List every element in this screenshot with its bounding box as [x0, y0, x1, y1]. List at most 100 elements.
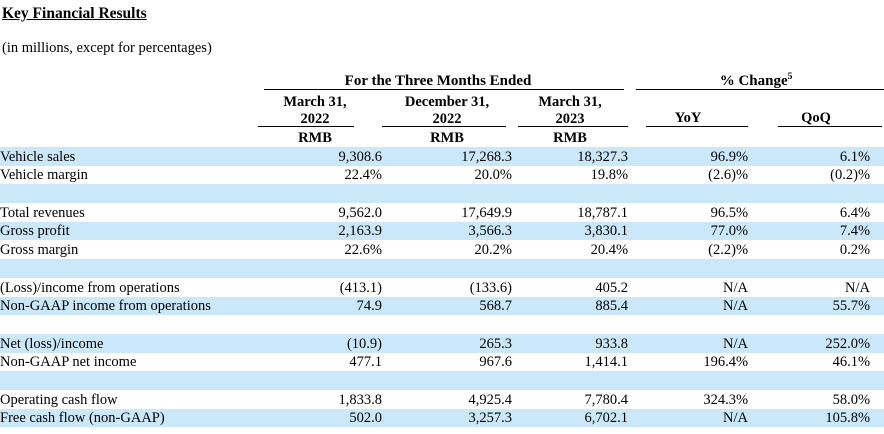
cell-value — [382, 184, 512, 203]
header-rule — [382, 126, 506, 127]
qoq-label: QoQ — [801, 110, 831, 126]
units-note: (in millions, except for percentages) — [2, 40, 212, 56]
currency-label-cell: RMB — [430, 130, 464, 146]
table-row: Net (loss)/income (10.9) 265.3 933.8 N/A 252.… — [0, 333, 884, 353]
currency-label-cell: RMB — [553, 130, 587, 146]
empty-header-cell — [0, 90, 248, 127]
empty-corner-cell — [0, 72, 248, 90]
three-months-ended-header: For the Three Months Ended — [248, 72, 628, 90]
cell-value: 18,327.3 — [577, 148, 629, 165]
cell-value: 1,833.8 — [338, 391, 383, 408]
cell-value: 22.4% — [344, 167, 382, 184]
yoy-label: YoY — [674, 110, 702, 126]
cell-value: 77.0% — [710, 223, 749, 240]
table-row: Operating cash flow 1,833.8 4,925.4 7,780.4… — [0, 390, 884, 409]
cell-value — [628, 259, 748, 278]
period-line1: March 31, — [538, 94, 602, 110]
row-label: Free cash flow (non-GAAP) — [0, 410, 165, 427]
row-label: Vehicle margin — [0, 167, 88, 184]
cell-value: (413.1) — [339, 279, 382, 296]
cell-value: 3,257.3 — [468, 410, 513, 427]
cell-value: 3,566.3 — [468, 223, 513, 240]
table-row: Gross profit 2,163.9 3,566.3 3,830.1 77.0% 7.… — [0, 221, 884, 241]
cell-value: 105.8% — [825, 410, 871, 427]
cell-value: 46.1% — [832, 354, 871, 371]
cell-value — [628, 371, 748, 390]
cell-value: 18,787.1 — [577, 204, 629, 221]
spacer-row — [0, 371, 884, 390]
cell-value: 252.0% — [825, 335, 871, 352]
cell-value: 96.5% — [710, 204, 749, 221]
pct-change-header: % Change5 — [628, 72, 884, 90]
row-label: Non-GAAP net income — [0, 354, 137, 371]
cell-value — [248, 184, 382, 203]
row-label: Vehicle sales — [0, 148, 76, 165]
cell-value: 4,925.4 — [468, 391, 513, 408]
footnote-marker: 5 — [787, 72, 793, 82]
cell-value — [748, 315, 884, 334]
table-row: Total revenues 9,562.0 17,649.9 18,787.1 96.… — [0, 203, 884, 222]
cell-value — [512, 259, 628, 278]
spacer-row — [0, 184, 884, 204]
cell-value: (0.2)% — [830, 167, 871, 184]
cell-value: 17,268.3 — [461, 148, 512, 165]
header-rule — [646, 126, 749, 127]
row-label: Total revenues — [0, 204, 85, 221]
header-rule — [778, 126, 883, 127]
cell-value: 477.1 — [349, 354, 382, 371]
cell-value: 22.6% — [344, 242, 382, 259]
period-header-mar-2023: March 31, 2023 — [512, 90, 629, 127]
cell-value: (133.6) — [469, 279, 512, 296]
row-label: Non-GAAP income from operations — [0, 298, 211, 315]
cell-value: N/A — [723, 279, 749, 296]
cell-value: 196.4% — [703, 354, 749, 371]
header-rule — [518, 126, 629, 127]
cell-value: 6,702.1 — [584, 410, 629, 427]
row-label — [0, 184, 248, 203]
header-rule — [258, 126, 354, 127]
cell-value: 20.4% — [590, 242, 629, 259]
header-rule — [264, 89, 625, 90]
cell-value: 9,562.0 — [338, 204, 383, 221]
cell-value: 405.2 — [595, 279, 629, 296]
cell-value: 55.7% — [832, 298, 871, 315]
table-row: (Loss)/income from operations (413.1) (133… — [0, 278, 884, 297]
cell-value: N/A — [723, 298, 749, 315]
empty-header-cell — [628, 127, 748, 147]
row-label: Gross profit — [0, 223, 70, 240]
period-header-row: March 31, 2022 December 31, 2022 March 3… — [0, 90, 884, 127]
cell-value: 933.8 — [595, 335, 629, 352]
cell-value: 20.0% — [474, 167, 512, 184]
three-months-ended-label: For the Three Months Ended — [344, 73, 532, 89]
cell-value — [382, 259, 512, 278]
table-row: Gross margin 22.6% 20.2% 20.4% (2.2)% 0.2% — [0, 240, 884, 259]
cell-value: 7.4% — [839, 223, 871, 240]
yoy-header: YoY — [628, 90, 749, 127]
cell-value: 324.3% — [703, 391, 749, 408]
cell-value: 885.4 — [595, 298, 629, 315]
row-label: Gross margin — [0, 242, 79, 259]
cell-value: 6.1% — [839, 148, 871, 165]
cell-value: 20.2% — [474, 242, 512, 259]
empty-header-cell — [0, 127, 248, 147]
qoq-header: QoQ — [748, 90, 884, 127]
cell-value — [748, 259, 884, 278]
cell-value: 1,414.1 — [584, 354, 629, 371]
cell-value — [248, 371, 382, 390]
cell-value: 74.9 — [356, 298, 382, 315]
table-body: Vehicle sales 9,308.6 17,268.3 18,327.3 96.9… — [0, 147, 884, 428]
spacer-row — [0, 315, 884, 334]
cell-value: 0.2% — [839, 242, 871, 259]
cell-value — [748, 371, 884, 390]
row-label: Operating cash flow — [0, 391, 118, 408]
period-line2: 2022 — [432, 110, 462, 127]
row-label — [0, 371, 248, 390]
cell-value: 9,308.6 — [338, 148, 383, 165]
cell-value — [512, 315, 628, 334]
table-row: Vehicle margin 22.4% 20.0% 19.8% (2.6)% (0.2)… — [0, 166, 884, 185]
period-header-mar-2022: March 31, 2022 — [248, 90, 382, 127]
cell-value — [512, 184, 628, 203]
cell-value: (10.9) — [346, 335, 382, 352]
cell-value — [382, 315, 512, 334]
